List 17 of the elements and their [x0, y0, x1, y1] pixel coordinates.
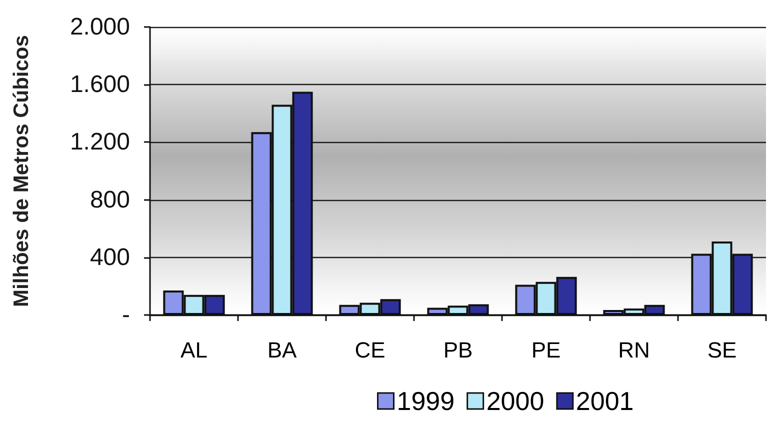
legend-label: 2001: [576, 386, 634, 416]
legend-label: 1999: [396, 386, 455, 416]
y-tick-label: 400: [90, 244, 130, 271]
y-tick-label: 2.000: [70, 14, 130, 40]
x-tick-label: PB: [443, 338, 473, 362]
x-tick-label: CE: [354, 338, 386, 362]
y-tick-label: 800: [90, 186, 130, 214]
y-tick-label: 1.600: [70, 71, 130, 98]
x-tick-label: RN: [618, 338, 650, 362]
y-axis-title: Milhões de Metros Cúbicos: [10, 35, 33, 307]
x-tick-label: PE: [531, 338, 561, 362]
y-tick-label: 1.200: [70, 128, 130, 156]
x-tick-label: BA: [267, 338, 297, 362]
y-tick-label: -: [122, 302, 130, 328]
legend-label: 2000: [486, 386, 544, 416]
x-tick-label: SE: [707, 338, 737, 362]
x-tick-label: AL: [180, 338, 208, 362]
